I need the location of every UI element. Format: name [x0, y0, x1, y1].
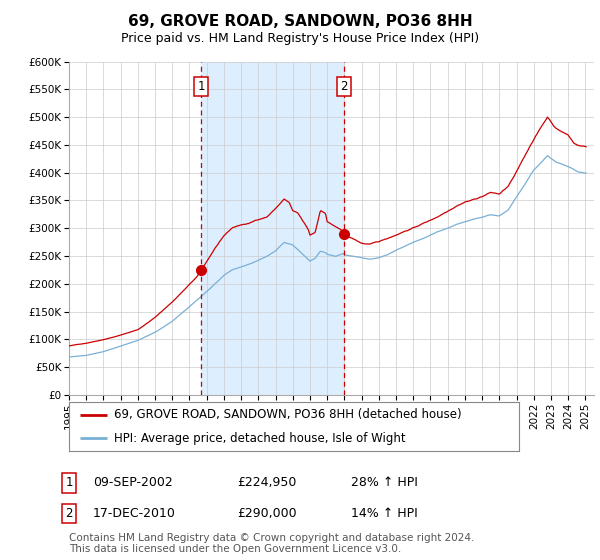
- Text: 17-DEC-2010: 17-DEC-2010: [93, 507, 176, 520]
- Text: 1: 1: [197, 80, 205, 93]
- Text: 09-SEP-2002: 09-SEP-2002: [93, 476, 173, 489]
- Text: 2: 2: [340, 80, 347, 93]
- Text: £290,000: £290,000: [237, 507, 296, 520]
- Text: This data is licensed under the Open Government Licence v3.0.: This data is licensed under the Open Gov…: [69, 544, 401, 554]
- Text: 14% ↑ HPI: 14% ↑ HPI: [351, 507, 418, 520]
- Text: Price paid vs. HM Land Registry's House Price Index (HPI): Price paid vs. HM Land Registry's House …: [121, 32, 479, 45]
- Text: 28% ↑ HPI: 28% ↑ HPI: [351, 476, 418, 489]
- Bar: [202, 62, 344, 395]
- Text: £224,950: £224,950: [237, 476, 296, 489]
- Text: 69, GROVE ROAD, SANDOWN, PO36 8HH (detached house): 69, GROVE ROAD, SANDOWN, PO36 8HH (detac…: [114, 408, 461, 421]
- Text: Contains HM Land Registry data © Crown copyright and database right 2024.: Contains HM Land Registry data © Crown c…: [69, 533, 475, 543]
- Text: 69, GROVE ROAD, SANDOWN, PO36 8HH: 69, GROVE ROAD, SANDOWN, PO36 8HH: [128, 14, 472, 29]
- Text: 2: 2: [65, 507, 73, 520]
- Text: 1: 1: [65, 476, 73, 489]
- Text: HPI: Average price, detached house, Isle of Wight: HPI: Average price, detached house, Isle…: [114, 432, 406, 445]
